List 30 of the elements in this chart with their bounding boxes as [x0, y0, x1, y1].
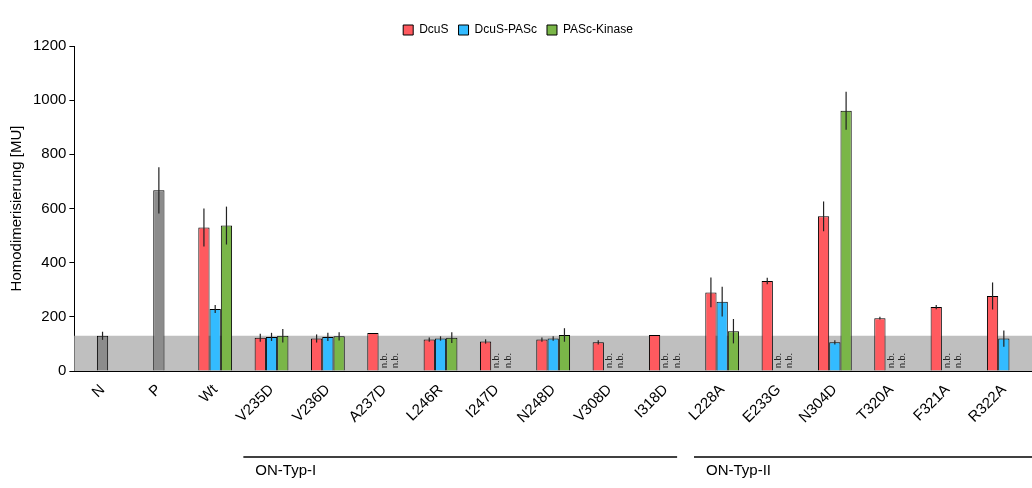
y-tick-label: 800 — [41, 144, 67, 162]
legend-label: PASc-Kinase — [563, 22, 634, 37]
y-tick-label: 400 — [41, 252, 67, 270]
annotation: n.b. — [784, 352, 795, 368]
y-tick-label: 1200 — [32, 36, 67, 54]
annotation: n.b. — [660, 352, 671, 368]
y-tick-label: 600 — [41, 198, 67, 216]
x-tick-label: Wt — [195, 379, 221, 406]
y-axis-title: Homodimerisierung [MU] — [7, 125, 25, 292]
x-tick-label: N — [87, 380, 108, 401]
text: ON-Typ-I — [255, 460, 317, 478]
annotation: n.b. — [389, 352, 400, 368]
annotation: n.b. — [615, 352, 626, 368]
annotation: n.b. — [953, 352, 964, 368]
text: ON-Typ-II — [706, 460, 772, 478]
annotation: n.b. — [378, 352, 389, 368]
annotation: n.b. — [941, 352, 952, 368]
annotation: n.b. — [896, 352, 907, 368]
legend-label: DcuS — [419, 22, 449, 37]
legend-label: DcuS-PASc — [474, 22, 538, 37]
y-tick-label: 0 — [58, 361, 67, 379]
y-tick-label: 200 — [41, 306, 67, 324]
annotation: n.b. — [502, 352, 513, 368]
y-tick-label: 1000 — [32, 90, 67, 108]
annotation: n.b. — [885, 352, 896, 368]
annotation: n.b. — [671, 352, 682, 368]
annotation: n.b. — [604, 352, 614, 368]
annotation: n.b. — [491, 352, 502, 368]
annotation: n.b. — [772, 352, 783, 368]
x-tick-label: P — [144, 380, 164, 400]
